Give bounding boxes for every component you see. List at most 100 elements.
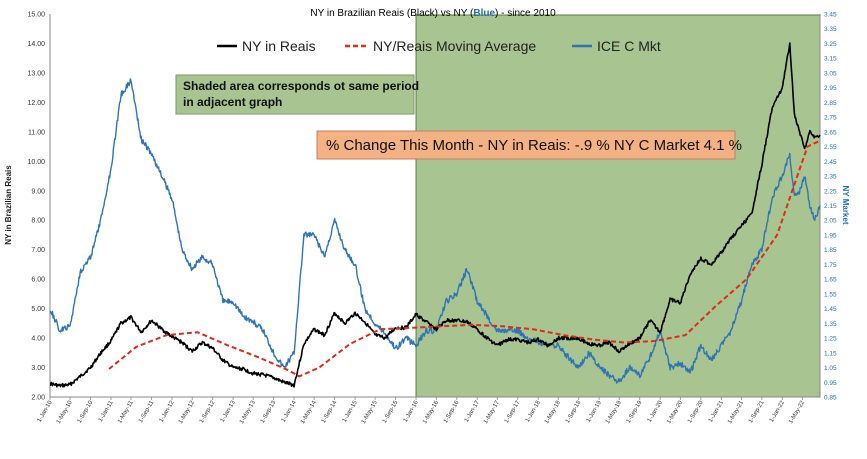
y2-tick-label: 1.45 <box>824 306 837 313</box>
shaded-region <box>415 14 821 398</box>
right-axis-ticks: 0.85 0.95 1.05 1.15 1.25 1.35 1.45 1.55 1.65 1.75… <box>824 12 837 402</box>
chart-title: NY in Brazilian Reais (Black) vs NY (Blu… <box>310 8 556 19</box>
y2-tick-label: 3.05 <box>824 70 837 77</box>
y-tick-label: 5.00 <box>31 306 45 313</box>
y2-tick-label: 3.35 <box>824 26 837 33</box>
legend: NY in Reais NY/Reais Moving Average ICE … <box>217 38 661 54</box>
y2-tick-label: 1.95 <box>824 232 837 239</box>
x-tick-label: 1-May-22 <box>788 399 806 425</box>
y2-axis-title: NY Market <box>841 186 850 225</box>
chart-title-part: Blue <box>473 8 495 19</box>
y2-tick-label: 1.75 <box>824 262 837 269</box>
x-tick-label: 1-Sep-15 <box>382 399 400 424</box>
y2-tick-label: 1.55 <box>824 291 837 298</box>
y2-tick-label: 2.65 <box>824 129 837 136</box>
y2-tick-label: 3.25 <box>824 41 837 48</box>
left-axis-ticks: 2.00 3.00 4.00 5.00 6.00 7.00 8.00 9.00 10.00 11.… <box>27 12 45 402</box>
y2-tick-label: 1.65 <box>824 277 837 284</box>
y2-tick-label: 0.95 <box>824 380 837 387</box>
x-tick-label: 1-May-11 <box>117 399 135 424</box>
x-tick-label: 1-Sep-11 <box>138 399 156 424</box>
y-tick-label: 7.00 <box>31 247 45 254</box>
y-axis-title: NY in Brazilian Reais <box>4 165 13 245</box>
x-tick-label: 1-May-20 <box>666 399 684 425</box>
x-tick-label: 1-May-15 <box>361 399 379 425</box>
percent-change-note-text: % Change This Month - NY in Reais: -.9 %… <box>326 137 742 154</box>
shaded-area-note-line2: in adjacent graph <box>183 95 282 109</box>
y2-tick-label: 2.55 <box>824 144 837 151</box>
x-tick-label: 1-May-12 <box>178 399 196 425</box>
x-tick-label: 1-Jan-19 <box>586 399 603 423</box>
legend-label-moving-average: NY/Reais Moving Average <box>373 38 536 54</box>
y-tick-label: 9.00 <box>31 188 45 195</box>
legend-label-ny-reais: NY in Reais <box>242 38 316 54</box>
x-tick-label: 1-May-16 <box>422 399 440 425</box>
x-axis-ticks: 1-Jan-10 1-May-10 1-Sep-10 1-Jan-11 1-May-11… <box>37 397 806 425</box>
x-tick-label: 1-Jan-18 <box>525 399 542 423</box>
percent-change-note: % Change This Month - NY in Reais: -.9 %… <box>316 130 742 160</box>
x-tick-label: 1-Sep-17 <box>504 399 522 424</box>
y2-tick-label: 1.35 <box>824 321 837 328</box>
y-tick-label: 10.00 <box>27 159 45 166</box>
x-tick-label: 1-Jan-12 <box>159 399 176 423</box>
x-tick-label: 1-Jan-11 <box>98 399 115 423</box>
x-tick-label: 1-Sep-21 <box>748 399 766 424</box>
y-tick-label: 15.00 <box>27 12 45 19</box>
y2-tick-label: 1.05 <box>824 365 837 372</box>
y-tick-label: 2.00 <box>31 395 45 402</box>
y2-tick-label: 1.25 <box>824 336 837 343</box>
x-tick-label: 1-Jan-14 <box>281 399 298 423</box>
x-tick-label: 1-Jan-17 <box>464 399 481 423</box>
shaded-area-note: Shaded area corresponds ot same period i… <box>175 74 419 115</box>
x-tick-label: 1-Jan-10 <box>37 399 54 423</box>
y2-tick-label: 2.15 <box>824 203 837 210</box>
legend-label-ice-c: ICE C Mkt <box>597 38 661 54</box>
y-tick-label: 6.00 <box>31 277 45 284</box>
y2-tick-label: 2.45 <box>824 159 837 166</box>
y2-tick-label: 3.15 <box>824 56 837 63</box>
y2-tick-label: 2.75 <box>824 115 837 122</box>
x-tick-label: 1-Sep-19 <box>626 399 644 424</box>
shaded-area-note-box <box>175 74 415 115</box>
x-tick-label: 1-Jan-20 <box>647 399 664 423</box>
x-tick-label: 1-Jan-22 <box>769 399 786 423</box>
series-line-ny-reais-moving-average <box>108 139 821 378</box>
y2-tick-label: 2.85 <box>824 100 837 107</box>
x-tick-label: 1-May-13 <box>239 399 257 425</box>
x-tick-label: 1-May-18 <box>544 399 562 425</box>
series-line-ny-in-reais <box>49 42 821 388</box>
percent-change-note-box <box>316 130 736 160</box>
x-tick-label: 1-May-10 <box>56 399 74 425</box>
y2-tick-label: 2.05 <box>824 218 837 225</box>
series-lines <box>49 42 821 388</box>
x-tick-label: 1-May-17 <box>483 399 501 425</box>
x-tick-label: 1-Sep-16 <box>443 399 461 424</box>
x-tick-label: 1-Sep-10 <box>77 399 95 424</box>
y-tick-label: 4.00 <box>31 336 45 343</box>
y-tick-label: 11.00 <box>28 129 45 136</box>
x-tick-label: 1-Sep-13 <box>260 399 278 424</box>
x-tick-label: 1-Sep-14 <box>321 399 339 424</box>
y2-tick-label: 2.35 <box>824 174 837 181</box>
x-tick-label: 1-May-14 <box>300 399 318 425</box>
y2-tick-label: 1.15 <box>824 350 837 357</box>
shaded-area-note-line1: Shaded area corresponds ot same period <box>183 79 419 93</box>
x-tick-label: 1-Jan-13 <box>220 399 237 423</box>
y2-tick-label: 2.95 <box>824 85 837 92</box>
x-tick-label: 1-Sep-18 <box>565 399 583 424</box>
y2-tick-label: 2.25 <box>824 188 837 195</box>
y-tick-label: 14.00 <box>27 41 45 48</box>
x-tick-label: 1-Sep-20 <box>687 399 705 424</box>
x-tick-label: 1-Sep-12 <box>199 399 217 424</box>
x-tick-label: 1-May-21 <box>727 399 745 425</box>
y-tick-label: 13.00 <box>27 70 45 77</box>
y-tick-label: 12.00 <box>27 100 45 107</box>
chart-title-part: ) - since 2010 <box>495 8 556 19</box>
y-tick-label: 8.00 <box>31 218 45 225</box>
x-tick-label: 1-Jan-21 <box>708 399 725 423</box>
x-tick-label: 1-Jan-16 <box>403 399 420 423</box>
y-tick-label: 3.00 <box>31 365 45 372</box>
y2-tick-label: 3.45 <box>824 12 837 19</box>
chart-title-part: NY in Brazilian Reais (Black) vs NY ( <box>310 8 474 19</box>
